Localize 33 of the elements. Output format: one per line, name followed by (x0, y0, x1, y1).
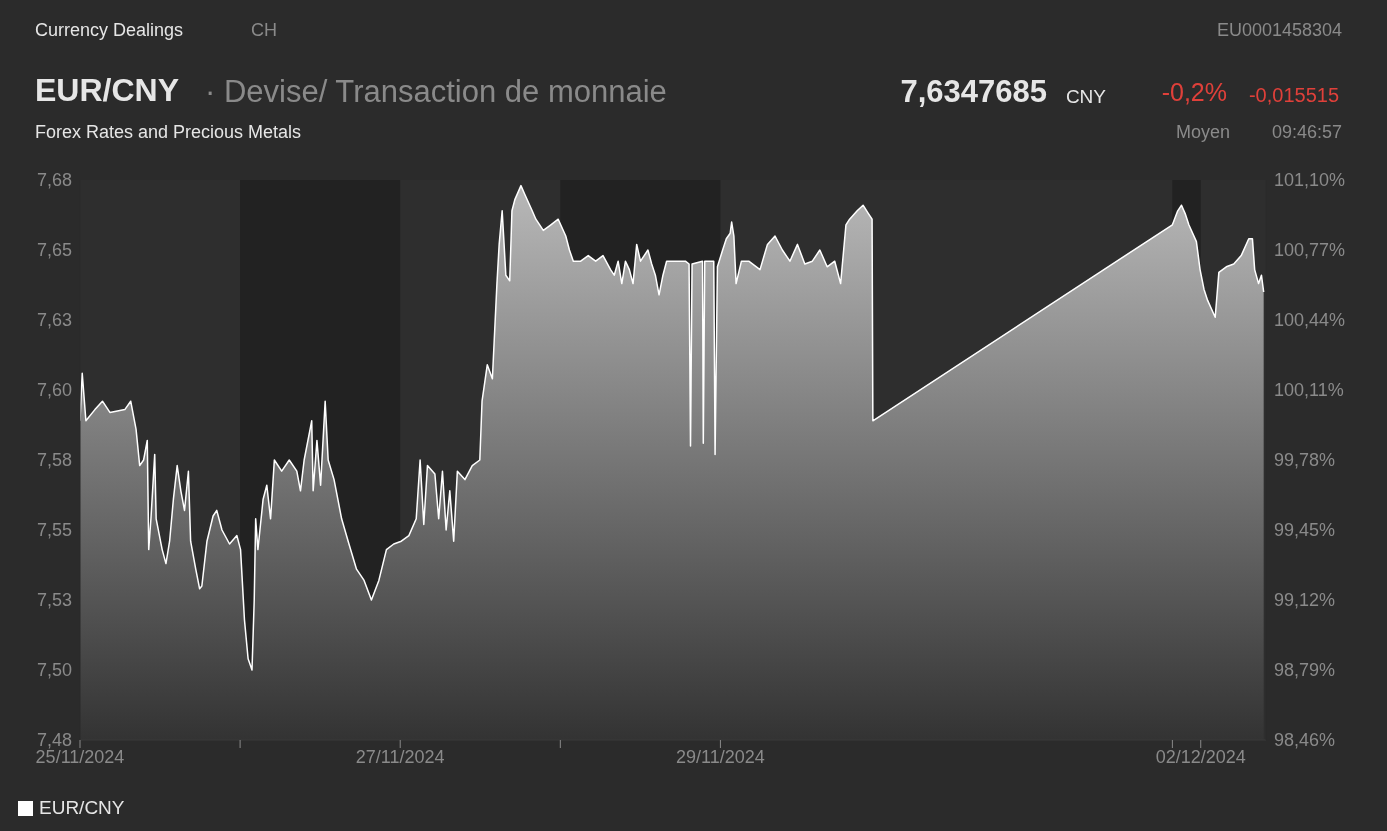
y2-tick-label: 100,11% (1274, 380, 1344, 401)
y-tick-label: 7,60 (36, 380, 72, 401)
y2-tick-label: 100,77% (1274, 240, 1346, 261)
text: -0,015515 (1248, 84, 1339, 107)
y2-tick-label: 99,78% (1274, 450, 1336, 471)
y-tick-label: 7,50 (36, 660, 72, 681)
y2-tick-label: 98,46% (1274, 730, 1336, 751)
text: Moyen (1175, 122, 1230, 143)
x-tick-label: 27/11/2024 (355, 746, 445, 767)
y2-tick-label: 99,45% (1274, 520, 1336, 541)
x-tick-label: 02/12/2024 (1155, 746, 1246, 767)
text: 7,6347685 (900, 74, 1047, 110)
x-tick-label: 29/11/2024 (676, 746, 765, 767)
y2-tick-label: 100,44% (1274, 310, 1346, 331)
y-tick-label: 7,63 (36, 310, 72, 331)
text: Forex Rates and Precious Metals (35, 122, 302, 143)
y-tick-label: 7,55 (36, 520, 72, 541)
y2-tick-label: 98,79% (1274, 660, 1336, 681)
y2-tick-label: 101,10% (1274, 170, 1346, 191)
y2-tick-label: 99,12% (1274, 590, 1336, 611)
y-tick-label: 7,68 (36, 170, 72, 191)
y-tick-label: 7,65 (36, 240, 72, 261)
text: 09:46:57 (1271, 122, 1342, 143)
text: -0,2% (1161, 78, 1227, 107)
text: EU0001458304 (1216, 20, 1342, 41)
text: CH (251, 20, 277, 41)
chart-subtitle: · Devise/ Transaction de monnaie (205, 74, 667, 110)
text: CNY (1065, 86, 1106, 108)
y-tick-label: 7,53 (36, 590, 72, 611)
legend-label: EUR/CNY (39, 797, 125, 819)
chart-title: EUR/CNY (35, 72, 180, 109)
text: Currency Dealings (35, 20, 184, 41)
y-tick-label: 7,58 (36, 450, 72, 471)
